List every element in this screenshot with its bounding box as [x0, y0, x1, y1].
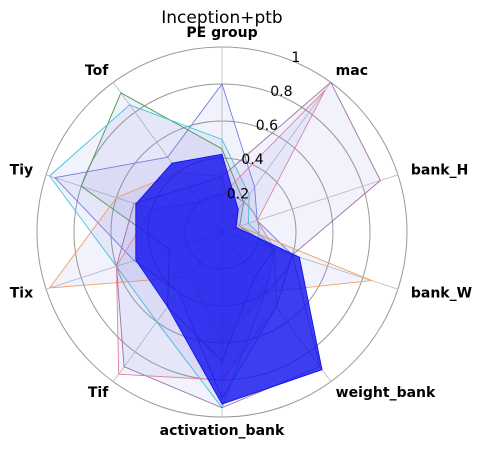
- chart-title: Inception+ptb: [161, 8, 282, 28]
- category-label: Tix: [10, 285, 33, 301]
- r-tick-label: 1: [291, 50, 300, 66]
- series-polygon: [135, 153, 323, 405]
- category-label: weight_bank: [336, 385, 436, 401]
- category-label: Tiy: [10, 163, 33, 179]
- spoke: [221, 82, 332, 233]
- r-tick-label: 0.4: [241, 152, 263, 168]
- category-label: Tof: [85, 63, 109, 79]
- category-label: bank_H: [411, 163, 468, 179]
- spoke: [221, 174, 399, 233]
- category-label: bank_W: [411, 285, 472, 301]
- category-label: Tif: [88, 385, 109, 401]
- category-label: PE group: [186, 25, 257, 41]
- r-tick-label: 0.6: [256, 118, 278, 134]
- r-tick-label: 0.2: [227, 186, 249, 202]
- category-label: activation_bank: [160, 423, 285, 439]
- category-label: mac: [336, 63, 368, 79]
- r-tick-label: 0.8: [270, 84, 292, 100]
